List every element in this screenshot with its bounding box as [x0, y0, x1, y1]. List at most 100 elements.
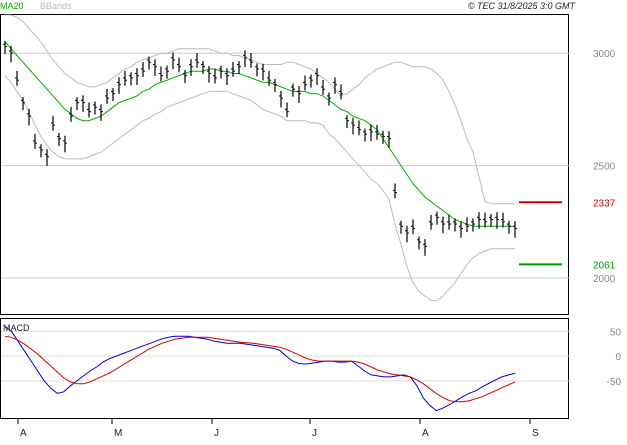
price-bar [345, 115, 349, 129]
price-bar [165, 65, 169, 79]
price-bar [63, 135, 67, 153]
price-bar [243, 50, 247, 67]
price-bar [105, 88, 109, 104]
price-bar [159, 66, 163, 82]
price-bar [507, 220, 511, 234]
price-bar [453, 218, 457, 232]
price-bar [339, 84, 343, 100]
price-bar [423, 239, 427, 256]
price-bar [177, 57, 181, 73]
x-tick-label: M [114, 428, 122, 439]
bband-lower-line [4, 75, 515, 301]
price-bar [429, 214, 433, 230]
price-bar [483, 212, 487, 228]
price-bar [225, 68, 229, 85]
price-bar [465, 217, 469, 232]
price-bar [195, 52, 199, 68]
price-bar [21, 97, 25, 111]
bbands-layer [4, 14, 515, 301]
price-bar [501, 212, 505, 228]
price-bar [495, 212, 499, 229]
legend-ma20: MA20 [0, 1, 24, 11]
price-bar [201, 61, 205, 75]
price-bar [117, 77, 121, 94]
macd-y-tick-labels: 50 0 -50 [607, 327, 622, 388]
x-tick-label: A [20, 428, 27, 439]
price-bar [123, 70, 127, 86]
price-bar [285, 102, 289, 118]
legend-bbands: BBands [40, 1, 72, 11]
price-bar [411, 219, 415, 235]
price-grid [1, 52, 569, 279]
price-y-tick-label: 2500 [593, 162, 616, 173]
price-bar [87, 102, 91, 118]
price-bar [513, 221, 517, 238]
price-level-label: 2061 [593, 260, 616, 271]
price-levels-layer: 2337 2061 [519, 198, 616, 271]
price-bar [489, 213, 493, 227]
price-y-tick-label: 3000 [593, 49, 616, 60]
macd-y-tick-label: -50 [607, 377, 622, 388]
price-bar [399, 220, 403, 234]
price-bar [237, 61, 241, 75]
price-bar [129, 72, 133, 86]
price-bar [279, 90, 283, 108]
x-tick-label: S [532, 428, 539, 439]
x-tick-label: J [214, 428, 219, 439]
macd-y-tick-label: 50 [610, 327, 622, 338]
price-bar [69, 106, 73, 122]
price-bar [477, 212, 481, 229]
price-bar [291, 83, 295, 97]
price-bar [441, 216, 445, 234]
price-bar [273, 79, 277, 93]
price-bar [321, 79, 325, 95]
bband-upper-line [5, 14, 515, 205]
price-bar [297, 86, 301, 103]
price-bar [213, 68, 217, 84]
price-bar [141, 61, 145, 77]
ma20-layer [4, 41, 515, 227]
price-bar [189, 59, 193, 76]
price-bar [207, 66, 211, 83]
price-bar [153, 59, 157, 76]
macd-grid [1, 330, 569, 382]
price-bar [375, 124, 379, 140]
price-bar [81, 95, 85, 112]
macd-lines-layer [4, 326, 516, 412]
price-panel-frame [0, 14, 569, 315]
price-bar [387, 131, 391, 148]
price-bar [147, 56, 151, 70]
price-bar [33, 133, 37, 149]
price-y-tick-labels: 2000 2500 3000 [593, 49, 616, 285]
price-bar [183, 70, 187, 84]
price-bar [267, 70, 271, 86]
price-level-label: 2337 [593, 198, 616, 209]
macd-signal-line [4, 335, 516, 403]
price-y-tick-label: 2000 [593, 274, 616, 285]
price-bar [39, 144, 43, 158]
price-bar [459, 221, 463, 238]
price-bar [393, 183, 397, 199]
price-bar [255, 63, 259, 77]
price-bar [75, 97, 79, 111]
price-bar [219, 65, 223, 79]
price-bar [315, 68, 319, 85]
price-bar [357, 120, 361, 136]
price-bar [261, 63, 265, 81]
macd-panel-label: MACD [3, 323, 30, 333]
price-bar [405, 225, 409, 243]
price-bar [99, 104, 103, 121]
price-bar [333, 77, 337, 94]
price-bar [369, 124, 373, 142]
price-bar [93, 101, 97, 115]
price-bar [57, 133, 61, 147]
macd-line [4, 326, 516, 412]
price-bar [381, 130, 385, 144]
price-bar [447, 214, 451, 230]
x-tick-label: A [422, 428, 429, 439]
price-bar [135, 68, 139, 85]
x-tick-label: J [312, 428, 317, 439]
price-bar [363, 128, 367, 142]
